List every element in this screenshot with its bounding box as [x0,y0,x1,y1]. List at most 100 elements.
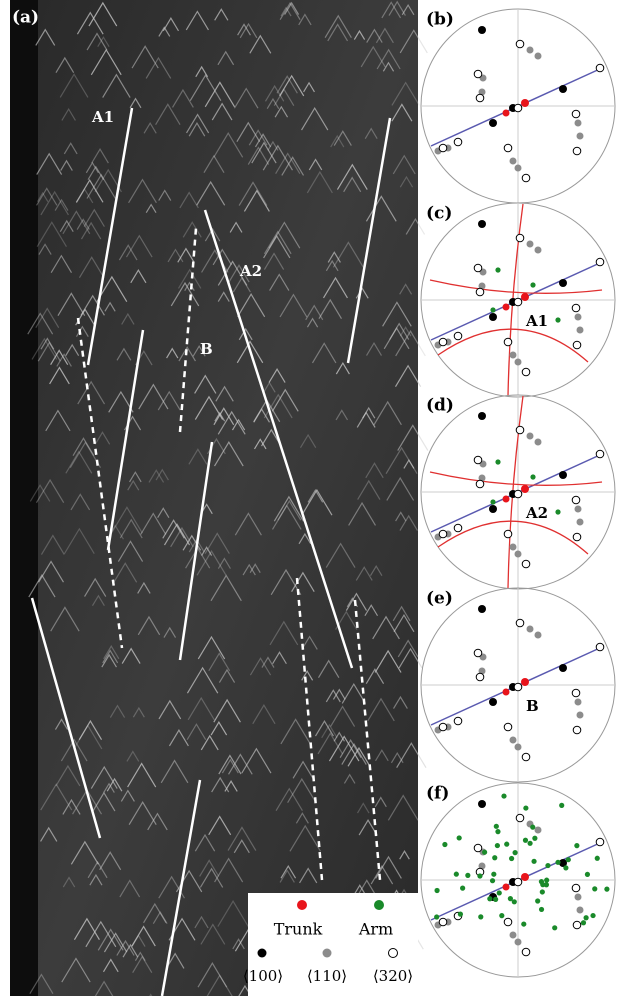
dendrite-arm [56,353,72,367]
dendrite-arm [65,450,93,474]
dendrite-arm [364,604,379,617]
dendrite-arm [140,512,167,535]
pole-110 [574,313,582,321]
dendrite-arm [80,294,105,316]
dendrite-arm [339,739,362,759]
arm-point [434,914,440,920]
dendrite-arm [270,568,302,596]
dendrite-arm [360,45,386,68]
pole-110 [514,938,522,946]
dendrite-arm [277,499,302,521]
arm-point [565,857,571,863]
dendrite-arm [237,23,251,36]
pole-110 [514,358,522,366]
dendrite-arm [40,337,55,350]
legend-label: ⟨110⟩ [307,967,347,985]
dendrite-arm [177,268,202,289]
trunk-line [346,117,392,364]
dendrite-arm [196,180,226,206]
dendrite-arm [330,134,345,148]
dendrite-arm [134,951,146,962]
arm-point [509,855,515,862]
dendrite-arm [94,431,111,445]
dendrite-arm [217,50,235,66]
trunk-point [502,688,510,696]
dendrite-arm [336,163,368,190]
dendrite-arm [188,448,208,465]
dendrite-arm [301,106,329,131]
dendrite-arm [86,32,108,51]
arm-point [456,835,462,841]
dendrite-arm [35,307,60,328]
dendrite-arm [341,743,367,765]
pole-320 [438,529,448,539]
dendrite-arm [357,479,381,500]
dendrite-arm [289,824,321,852]
pole-320 [453,331,463,341]
dendrite-arm [155,468,169,481]
dendrite-arm [179,191,199,209]
dendrite-arm [391,81,420,106]
arm-point [504,841,510,847]
dendrite-arm [343,773,356,784]
dendrite-arm [366,28,383,43]
arm-point [538,906,545,913]
dendrite-arm [145,203,157,214]
arc [437,520,589,555]
dendrite-arm [120,789,135,802]
dendrite-arm [89,873,103,886]
dendrite-arm [271,504,302,530]
dendrite-arm [372,615,400,640]
pole-110 [526,240,534,248]
dendrite-arm [204,81,236,108]
dendrite-arm [301,488,333,516]
pole-320 [438,143,448,153]
dendrite-arm [325,542,356,568]
trunk-point [502,303,510,311]
dendrite-arm [60,738,88,762]
arm-point [584,871,591,878]
dendrite-arm [148,469,165,483]
dendrite-arm [271,388,299,412]
pole-320 [438,337,448,347]
pole-320 [521,752,531,762]
dendrite-arm [403,458,415,469]
dendrite-arm [217,260,248,286]
dendrite-arm [59,219,74,232]
pole-320 [473,69,483,79]
dendrite-arm [322,276,348,299]
dendrite-arm [301,670,314,681]
arm-point [559,802,565,808]
dendrite-arm [194,833,216,852]
dendrite-arm [108,390,134,413]
dendrite-arm [177,247,195,263]
pole-320 [453,716,463,726]
annotation: B [526,697,539,715]
arm-point [530,474,536,480]
arm-point [532,835,538,841]
arm-point [507,896,513,902]
dendrite-arm [103,644,120,660]
dendrite-arm [188,121,206,137]
pole-110 [509,157,517,165]
dendrite-arm [194,374,217,394]
dendrite-arm [63,142,78,155]
pole-100 [478,26,486,34]
dendrite-arm [61,957,91,983]
dendrite-arm [204,227,221,242]
dendrite-arm [399,175,414,188]
annotation: A1 [91,108,114,126]
pole-320 [503,143,513,153]
arm-point [501,793,507,799]
dendrite-arm [392,154,416,175]
dendrite-arm [314,719,334,737]
dendrite-arm [335,409,349,421]
dendrite-arm [116,939,135,956]
dendrite-arm [397,639,419,658]
dendrite-arm [321,723,338,739]
dendrite-arm [249,34,272,54]
dendrite-arm [94,168,122,193]
dendrite-arm [210,721,228,736]
dendrite-arm [269,273,290,291]
pole-figure: A1 [420,202,616,398]
